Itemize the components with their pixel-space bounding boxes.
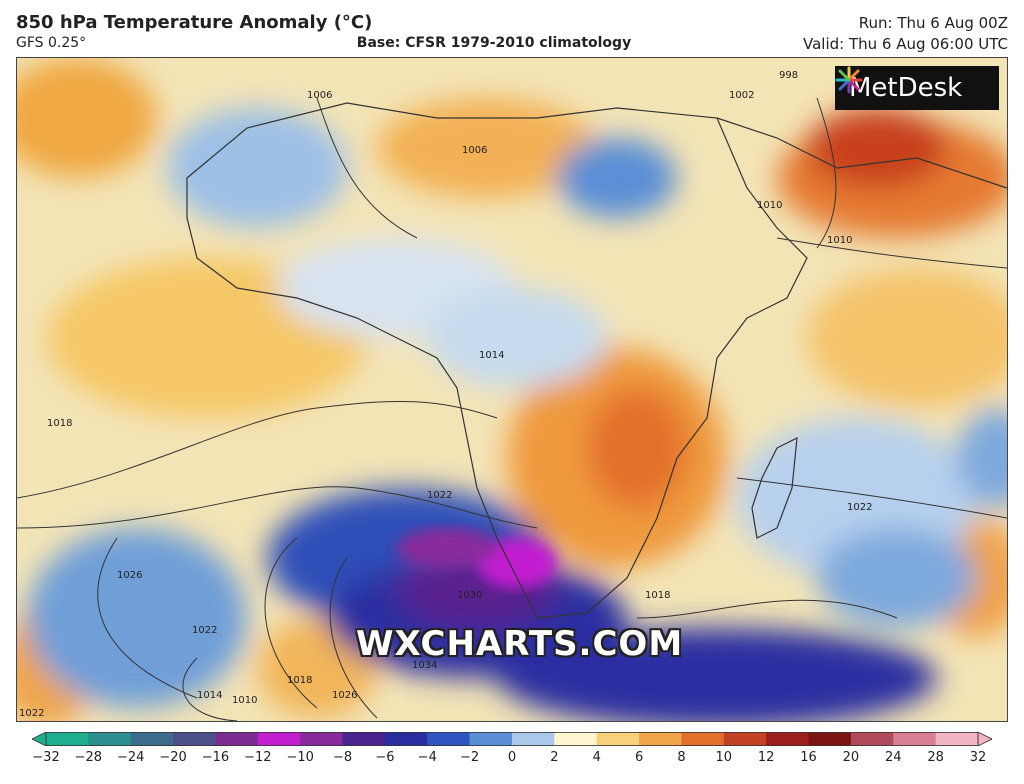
colorbar-tick-label: −20	[159, 750, 187, 765]
colorbar-tick-label: 10	[715, 750, 733, 765]
colorbar-swatch	[300, 732, 344, 746]
valid-time-label: Valid: Thu 6 Aug 06:00 UTC	[802, 35, 1008, 53]
colorbar-tick-label: 6	[634, 750, 644, 765]
isobar-label: 1022	[192, 625, 217, 636]
africa-coastline	[186, 102, 808, 619]
isobar-label: 1030	[457, 590, 482, 601]
colorbar-tick-label: −12	[244, 750, 272, 765]
chart-title: 850 hPa Temperature Anomaly (°C)	[16, 12, 373, 33]
colorbar-ticks: −32 −28 −24 −20 −16 −12 −10 −8 −6 −4 −2 0 2 4 6 8 10 12 16…	[0, 750, 1024, 770]
isobar-labels: 1018 1022 1026 1022 1014 1010 1018 1026 …	[19, 70, 872, 719]
colorbar-swatch	[596, 732, 640, 746]
isobar-label: 998	[779, 70, 798, 81]
colorbar-tick-label: −32	[32, 750, 60, 765]
colorbar-swatch	[427, 732, 471, 746]
colorbar-swatch	[639, 732, 682, 746]
isobar-label: 1018	[645, 590, 670, 601]
isobar-label: 1014	[197, 690, 222, 701]
isobars	[17, 97, 1007, 721]
isobar-label: 1026	[332, 690, 357, 701]
colorbar-swatch	[850, 732, 894, 746]
colorbar-swatch	[723, 732, 767, 746]
colorbar-tick-label: −6	[375, 750, 395, 765]
colorbar-tick-label: 28	[927, 750, 944, 765]
colorbar-swatch	[893, 732, 937, 746]
colorbar-max-arrow	[977, 732, 992, 746]
colorbar-swatch	[554, 732, 598, 746]
colorbar-tick-label: −8	[332, 750, 353, 765]
madagascar-coastline	[751, 436, 798, 539]
colorbar-swatch	[766, 732, 810, 746]
climatology-base-label: Base: CFSR 1979-2010 climatology	[356, 35, 632, 51]
anomaly-map: 1018 1022 1026 1022 1014 1010 1018 1026 …	[16, 57, 1008, 722]
colorbar-tick-label: 0	[507, 750, 517, 765]
anomaly-shading	[17, 58, 1007, 721]
colorbar-tick-label: 8	[677, 750, 686, 765]
isobar-label: 1018	[47, 418, 72, 429]
isobar-label: 1034	[412, 660, 437, 671]
colorbar-tick-label: 12	[757, 750, 775, 765]
colorbar-swatch	[88, 732, 132, 746]
model-label: GFS 0.25°	[16, 35, 87, 51]
isobar-label: 1022	[19, 708, 44, 719]
colorbar-tick-label: 16	[800, 750, 817, 765]
cold-core	[397, 528, 557, 588]
wxcharts-watermark: WXCHARTS.COM	[356, 624, 684, 664]
metdesk-starburst-icon	[835, 66, 863, 94]
colorbar-tick-label: 2	[550, 750, 559, 765]
colorbar	[32, 732, 992, 746]
isobar-label: 1022	[427, 490, 452, 501]
colorbar-tick-label: −16	[201, 750, 230, 765]
arabia-coastline	[716, 117, 1007, 189]
colorbar-swatch	[512, 732, 555, 746]
colorbar-tick-label: 4	[592, 750, 601, 765]
isobar-label: 1022	[847, 502, 872, 513]
run-time-label: Run: Thu 6 Aug 00Z	[858, 14, 1008, 32]
colorbar-swatch	[46, 732, 89, 746]
isobar-label: 1010	[232, 695, 257, 706]
map-field: 1018 1022 1026 1022 1014 1010 1018 1026 …	[17, 58, 1007, 721]
colorbar-tick-label: 20	[842, 750, 860, 765]
colorbar-swatch	[384, 732, 428, 746]
colorbar-swatch	[681, 732, 725, 746]
logo-text: MetDesk	[849, 73, 963, 103]
colorbar-tick-label: −4	[417, 750, 437, 765]
colorbar-swatch	[469, 732, 513, 746]
isobar-label: 1006	[307, 90, 332, 101]
colorbar-swatch	[935, 732, 979, 746]
colorbar-tick-label: 24	[884, 750, 902, 765]
colorbar-swatch	[342, 732, 386, 746]
isobar-label: 1026	[117, 570, 142, 581]
colorbar-swatch	[808, 732, 852, 746]
colorbar-swatch	[215, 732, 259, 746]
colorbar-swatch	[257, 732, 301, 746]
isobar-label: 1010	[827, 235, 852, 246]
colorbar-tick-label: −2	[460, 750, 480, 765]
colorbar-min-arrow	[32, 732, 47, 746]
isobar-label: 1006	[462, 145, 487, 156]
isobar-label: 1014	[479, 350, 504, 361]
metdesk-logo: MetDesk	[835, 66, 999, 110]
colorbar-tick-label: −10	[286, 750, 314, 765]
colorbar-swatch	[130, 732, 174, 746]
colorbar-tick-label: −24	[117, 750, 145, 765]
isobar-label: 1002	[729, 90, 754, 101]
colorbar-tick-label: −28	[74, 750, 103, 765]
isobar-label: 1018	[287, 675, 312, 686]
colorbar-swatch	[173, 732, 216, 746]
colorbar-tick-label: 32	[969, 750, 987, 765]
isobar-label: 1010	[757, 200, 782, 211]
colorbar-border	[45, 732, 979, 746]
